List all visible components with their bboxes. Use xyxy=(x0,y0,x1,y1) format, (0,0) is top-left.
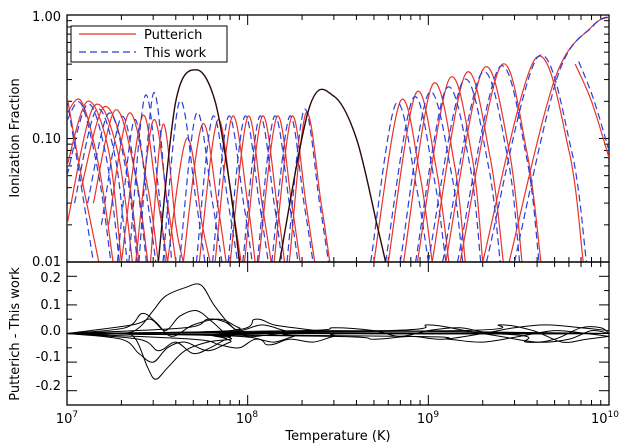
this-work-curve-26 xyxy=(513,16,609,262)
y-tick-label-0.2: 0.2 xyxy=(40,271,61,286)
putterich-curve-24 xyxy=(445,66,523,262)
legend-label-putterich: Putterich xyxy=(144,28,202,43)
putterich-curve-5 xyxy=(92,109,149,262)
putterich-curve-15 xyxy=(243,115,286,262)
legend-box xyxy=(70,25,228,63)
difference-curve-14 xyxy=(67,324,609,343)
putterich-curve-8 xyxy=(135,119,177,262)
putterich-curve-16 xyxy=(258,115,301,262)
this-work-curve-25 xyxy=(485,54,587,262)
this-work-curve-19 xyxy=(385,96,447,262)
putterich-curve-7 xyxy=(120,114,169,262)
y-tick-label-0.10: 0.10 xyxy=(32,132,61,147)
difference-curve-15 xyxy=(67,326,609,343)
y-tick-label-1.00: 1.00 xyxy=(32,10,61,25)
this-work-curve-15 xyxy=(256,115,299,262)
this-work-curve-22 xyxy=(427,78,501,262)
difference-curve-1 xyxy=(67,332,609,380)
this-work-curve-27 xyxy=(578,61,609,151)
legend: Putterich This work xyxy=(70,25,228,63)
putterich-curve-14 xyxy=(229,115,272,262)
difference-curve-13 xyxy=(67,330,609,343)
putterich-curve-2 xyxy=(67,100,122,262)
top-y-axis-label: Ionization Fraction xyxy=(8,78,23,197)
legend-label-this-work: This work xyxy=(143,46,207,61)
putterich-curve-0 xyxy=(67,96,100,262)
bottom-y-axis-label: Putterich - This work xyxy=(8,267,23,401)
putterich-curve-11 xyxy=(182,122,227,262)
putterich-curve-20 xyxy=(387,90,450,262)
this-work-curve-20 xyxy=(399,91,464,262)
putterich-curve-9 xyxy=(149,123,184,262)
this-work-curve-6 xyxy=(116,119,157,262)
putterich-curve-3 xyxy=(67,103,133,262)
this-work-curve-4 xyxy=(87,112,138,262)
this-work-curve-11 xyxy=(195,115,239,262)
x-axis-label: Temperature (K) xyxy=(284,429,390,444)
putterich-curve-19 xyxy=(373,98,433,262)
bottom-panel-curves xyxy=(67,283,609,380)
this-work-curve-13 xyxy=(227,115,269,262)
putterich-curve-26 xyxy=(482,55,584,262)
y-tick-label-0.01: 0.01 xyxy=(32,255,61,270)
this-work-curve-0 xyxy=(67,98,94,262)
x-tick-label-1e9: 109 xyxy=(417,410,440,427)
putterich-curve-21 xyxy=(403,82,466,262)
putterich-curve-23 xyxy=(431,71,504,262)
putterich-curve-1 xyxy=(67,98,114,262)
x-tick-label-1e8: 108 xyxy=(236,410,259,427)
this-work-curve-21 xyxy=(415,86,482,262)
overlap-curve-0 xyxy=(157,69,241,262)
putterich-curve-13 xyxy=(214,115,256,262)
x-tick-label-1e10: 1010 xyxy=(591,410,619,427)
this-work-curve-23 xyxy=(442,71,521,262)
putterich-curve-18 xyxy=(288,112,331,262)
y-tick-label-0.0: 0.0 xyxy=(40,324,61,339)
this-work-curve-12 xyxy=(212,115,253,262)
y-tick-label-0.1: 0.1 xyxy=(40,298,61,313)
putterich-curve-27 xyxy=(508,16,609,262)
putterich-curve-22 xyxy=(416,76,484,262)
this-work-curve-8 xyxy=(138,91,173,262)
this-work-curve-16 xyxy=(271,115,314,262)
putterich-curve-28 xyxy=(574,63,609,158)
putterich-curve-17 xyxy=(273,115,316,262)
this-work-curve-10 xyxy=(179,112,223,262)
top-panel-curves xyxy=(67,16,609,262)
y-tick-label-minus-0.2: -0.2 xyxy=(36,379,61,394)
putterich-curve-25 xyxy=(459,63,542,262)
this-work-curve-1 xyxy=(67,101,112,262)
overlap-curve-1 xyxy=(278,88,387,262)
this-work-curve-14 xyxy=(242,115,283,262)
putterich-curve-4 xyxy=(80,105,140,262)
this-work-curve-18 xyxy=(370,102,429,262)
this-work-curve-5 xyxy=(100,116,147,262)
this-work-curve-3 xyxy=(73,108,128,262)
putterich-curve-10 xyxy=(166,137,211,262)
y-tick-label-minus-0.1: -0.1 xyxy=(36,350,61,365)
this-work-curve-2 xyxy=(67,103,120,262)
difference-curve-11 xyxy=(67,324,609,340)
this-work-curve-7 xyxy=(128,94,166,262)
x-tick-label-1e7: 107 xyxy=(56,410,78,427)
top-panel-ticks xyxy=(66,14,610,263)
